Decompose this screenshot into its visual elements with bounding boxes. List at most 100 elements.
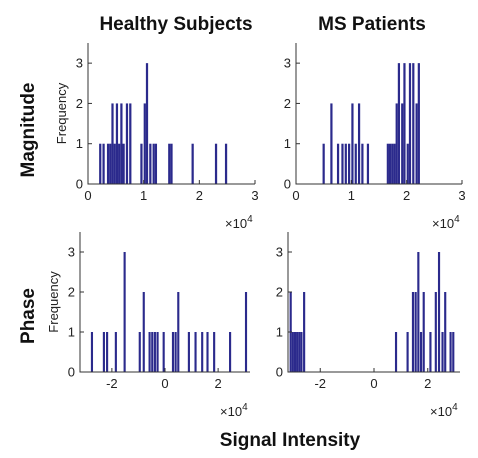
histogram-bar <box>115 103 119 184</box>
histogram-bar <box>303 292 306 372</box>
y-tick-label: 3 <box>284 56 291 71</box>
row-title-phase: Phase <box>18 288 39 344</box>
histogram-bar <box>414 292 417 372</box>
axis-lines <box>287 232 460 373</box>
histogram-bar <box>300 332 303 372</box>
y-tick-label: 0 <box>76 177 83 192</box>
histogram-bar <box>408 63 412 184</box>
histogram-bar <box>415 103 418 184</box>
y-tick-label: 1 <box>76 136 83 151</box>
column-title-ms: MS Patients <box>318 14 426 35</box>
y-tick-label: 3 <box>68 245 75 260</box>
x-tick-label: 2 <box>424 376 431 391</box>
x-tick-label: 0 <box>292 188 299 203</box>
histogram-bar <box>388 143 392 184</box>
histogram-bar <box>194 332 197 372</box>
histogram-bar <box>417 63 420 184</box>
histogram-bar <box>224 143 228 184</box>
histogram-bar <box>330 103 333 184</box>
histogram-bar <box>213 332 216 372</box>
x-tick-label: 2 <box>215 376 222 391</box>
histogram-healthy-magnitude: 0 1 2 3 0 1 2 3 ×104 Frequency <box>54 43 259 231</box>
histogram-bar <box>125 103 129 184</box>
histogram-bar <box>403 63 406 184</box>
histogram-bar <box>291 332 294 372</box>
y-tick-label: 0 <box>68 365 75 380</box>
histogram-bar <box>138 332 141 372</box>
histogram-bar <box>140 143 143 184</box>
histogram-bar <box>118 143 121 184</box>
x-tick-label: 2 <box>403 188 410 203</box>
y-tick-label: 1 <box>68 325 75 340</box>
histogram-bar <box>109 143 112 184</box>
histogram-ms-magnitude: 0 1 2 3 0 1 2 3 ×104 <box>284 43 466 231</box>
y-axis-label: Frequency <box>54 82 69 144</box>
histogram-bar <box>106 143 110 184</box>
histogram-bar <box>191 143 194 184</box>
histogram-bar <box>90 332 94 372</box>
histogram-bar <box>142 292 145 372</box>
x-tick-label: 2 <box>196 188 203 203</box>
histogram-bar <box>411 292 415 372</box>
x-tick-label: 3 <box>458 188 465 203</box>
histogram-bar <box>129 103 132 184</box>
histogram-bar <box>168 143 171 184</box>
x-axis-multiplier-exponent: 4 <box>452 402 458 413</box>
histogram-bar <box>156 332 159 372</box>
histogram-bar <box>99 143 102 184</box>
histogram-bar <box>152 143 155 184</box>
histogram-bar <box>171 332 175 372</box>
histogram-bar <box>351 103 354 184</box>
x-axis-multiplier-exponent: 4 <box>247 214 253 225</box>
histogram-bar <box>394 332 398 372</box>
histogram-bar <box>151 332 154 372</box>
x-tick-label: 0 <box>370 376 377 391</box>
x-tick-label: 0 <box>161 376 168 391</box>
x-axis-multiplier: ×104 <box>430 402 458 419</box>
histogram-bar <box>422 292 425 372</box>
histogram-ms-phase: 0 1 2 3 -2 0 2 ×104 <box>276 232 460 419</box>
histogram-bar <box>322 143 325 184</box>
histogram-bar <box>397 63 401 184</box>
histogram-bar <box>111 103 114 184</box>
histogram-bar <box>114 332 117 372</box>
y-tick-label: 2 <box>68 285 75 300</box>
y-tick-label: 0 <box>284 177 291 192</box>
histogram-bar <box>412 63 415 184</box>
histogram-bar <box>123 252 126 372</box>
histogram-bar <box>177 292 180 372</box>
histogram-bar <box>206 332 209 372</box>
x-axis-multiplier: ×104 <box>220 402 248 419</box>
x-axis-multiplier-exponent: 4 <box>454 214 460 225</box>
histogram-bar <box>122 143 125 184</box>
histogram-bar <box>452 332 455 372</box>
histogram-bar <box>244 292 248 372</box>
histogram-bar <box>153 332 156 372</box>
histogram-bar <box>120 103 123 184</box>
histogram-bar <box>341 143 344 184</box>
y-tick-label: 3 <box>76 56 83 71</box>
histogram-bar <box>354 143 357 184</box>
histogram-bar <box>361 143 364 184</box>
histogram-bar <box>102 332 105 372</box>
histogram-bar <box>145 63 149 184</box>
x-tick-label: -2 <box>314 376 326 391</box>
y-tick-label: 1 <box>284 136 291 151</box>
histogram-bar <box>401 103 404 184</box>
histogram-bar <box>201 332 204 372</box>
x-axis-multiplier-exponent: 4 <box>242 402 248 413</box>
axis-lines <box>295 43 462 185</box>
y-tick-label: 2 <box>284 96 291 111</box>
histogram-bar <box>348 143 351 184</box>
x-tick-label: 0 <box>84 188 91 203</box>
histogram-bar <box>293 332 297 372</box>
histogram-bar <box>229 332 232 372</box>
histogram-bar <box>417 252 420 372</box>
x-axis-multiplier: ×104 <box>432 214 460 231</box>
histogram-bar <box>113 143 116 184</box>
column-title-healthy: Healthy Subjects <box>99 14 252 35</box>
histogram-bar <box>143 103 146 184</box>
x-axis-super-label: Signal Intensity <box>220 430 361 451</box>
y-tick-label: 0 <box>276 365 283 380</box>
x-tick-label: -2 <box>106 376 118 391</box>
